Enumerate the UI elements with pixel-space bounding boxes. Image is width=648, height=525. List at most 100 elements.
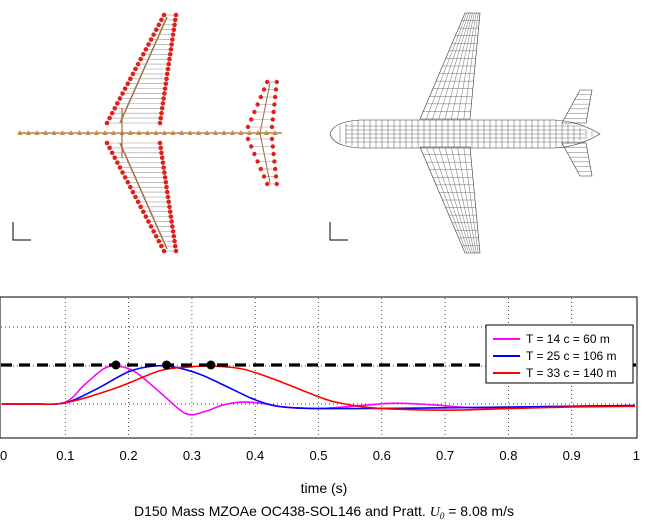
wing-node — [122, 86, 128, 91]
tail-node — [252, 151, 257, 157]
wing-node — [171, 27, 177, 33]
wing-node — [112, 155, 118, 161]
wing-node — [143, 214, 149, 219]
wing-chord-line — [457, 12, 477, 120]
wing-node — [164, 76, 169, 82]
x-tick-label: 0.5 — [309, 448, 327, 463]
fuselage-node — [26, 130, 31, 135]
wing-node — [151, 229, 156, 234]
fuselage-node — [145, 130, 150, 135]
legend: T = 14 c = 60 m T = 25 c = 106 m T = 33 c … — [485, 324, 634, 384]
tail-node — [261, 87, 267, 92]
fuselage-node — [60, 130, 65, 135]
wing-node — [130, 71, 136, 77]
tail-node — [273, 94, 278, 100]
tail-node — [249, 117, 254, 122]
gust-response-chart: 0 0.1 0.2 0.3 0.4 0.5 0.6 0.7 0.8 0.9 1 T = 14 c =… — [0, 296, 640, 521]
wing-node — [159, 110, 164, 116]
wing-node — [163, 179, 169, 185]
x-tick-label: 1 — [633, 448, 640, 463]
tail-node — [273, 166, 278, 172]
wing-node — [140, 51, 146, 57]
wing-node — [135, 61, 141, 67]
wing-node — [168, 47, 174, 52]
wing-node — [153, 27, 159, 33]
wing-node — [130, 189, 136, 195]
x-tick-label: 0.2 — [120, 448, 138, 463]
peak-marker-3 — [206, 360, 216, 370]
wing-node — [161, 96, 166, 101]
wing-node — [148, 224, 154, 229]
tail-node — [258, 94, 263, 100]
wing-node — [120, 91, 125, 96]
wing-node — [128, 76, 133, 82]
wing-node — [159, 105, 165, 111]
wing-node — [166, 199, 172, 205]
tail-outline — [561, 142, 593, 177]
fuselage-node — [230, 130, 235, 135]
fuselage-node — [255, 130, 261, 135]
fuselage-node — [170, 130, 176, 135]
tail-node — [265, 181, 270, 187]
fuselage-node — [85, 130, 91, 135]
plot-frame — [0, 296, 638, 439]
fuselage-node — [179, 130, 184, 135]
wing-node — [166, 61, 172, 67]
tail-node — [273, 87, 279, 92]
wing-chord-line — [438, 12, 471, 120]
caption-subscript: 0 — [440, 511, 445, 521]
wing-node — [173, 248, 179, 254]
x-tick-label: 0.9 — [563, 448, 581, 463]
fuselage-node — [221, 130, 227, 135]
fuselage-node — [264, 130, 269, 135]
fuselage-node — [128, 130, 133, 135]
wing-node — [172, 243, 178, 249]
wing-node — [164, 189, 170, 195]
wing-node — [158, 115, 164, 121]
fuselage-node — [43, 130, 48, 135]
wing-node — [165, 66, 171, 72]
tail-node — [255, 102, 260, 107]
axis-triad-icon — [12, 222, 31, 241]
fuselage-node — [77, 130, 82, 135]
wing-chord-line — [438, 146, 471, 254]
wing-node — [168, 214, 174, 219]
wing-chord-line — [432, 146, 469, 254]
series-line-3 — [1, 365, 636, 411]
wing-node — [167, 204, 172, 210]
x-tick-label: 0.6 — [373, 448, 391, 463]
wing-node — [138, 204, 143, 210]
wing-chord-line — [457, 146, 477, 254]
wing-node — [153, 233, 159, 239]
fuselage-outline — [329, 119, 601, 149]
fuselage-node — [102, 130, 108, 135]
fuselage-node — [94, 130, 99, 135]
fuselage-node — [204, 130, 210, 135]
fuselage-node — [196, 130, 201, 135]
wing-node — [146, 42, 151, 47]
fuselage-node — [272, 130, 278, 135]
wing-node — [170, 229, 176, 234]
wing-node — [133, 194, 138, 200]
wing-chord-line — [444, 146, 473, 254]
wing-node — [162, 86, 168, 91]
wing-node — [167, 209, 173, 215]
fuselage-node — [213, 130, 218, 135]
wing-chord-line — [451, 146, 475, 254]
wing-node — [162, 170, 167, 175]
tail-node — [274, 79, 279, 85]
wing-node — [159, 243, 164, 249]
series-line-1 — [1, 365, 636, 416]
wing-node — [104, 120, 110, 126]
peak-marker-1 — [111, 360, 121, 370]
wing-node — [151, 32, 156, 37]
x-tick-label: 0.3 — [183, 448, 201, 463]
tail-node — [258, 166, 263, 172]
series-line-2 — [1, 364, 636, 410]
wing-node — [109, 150, 115, 156]
tail-node — [271, 151, 276, 157]
fuselage-node — [238, 130, 244, 135]
wing-node — [162, 175, 168, 180]
x-tick-label: 0.1 — [56, 448, 74, 463]
tail-node — [269, 124, 275, 130]
